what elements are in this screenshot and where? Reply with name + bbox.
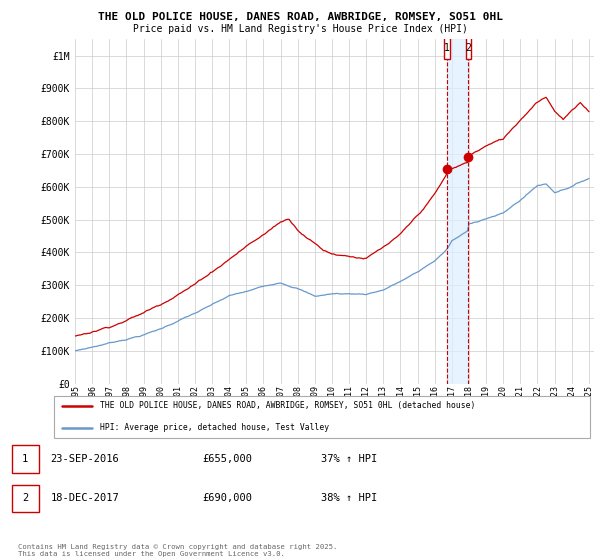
Text: 38% ↑ HPI: 38% ↑ HPI: [321, 493, 377, 503]
Text: £655,000: £655,000: [202, 454, 252, 464]
Text: 1: 1: [22, 454, 28, 464]
FancyBboxPatch shape: [466, 36, 471, 59]
FancyBboxPatch shape: [12, 485, 38, 512]
Text: Price paid vs. HM Land Registry's House Price Index (HPI): Price paid vs. HM Land Registry's House …: [133, 24, 467, 34]
FancyBboxPatch shape: [12, 445, 38, 473]
Text: 2: 2: [22, 493, 28, 503]
Text: 1: 1: [444, 43, 450, 53]
Text: THE OLD POLICE HOUSE, DANES ROAD, AWBRIDGE, ROMSEY, SO51 0HL: THE OLD POLICE HOUSE, DANES ROAD, AWBRID…: [97, 12, 503, 22]
Text: 37% ↑ HPI: 37% ↑ HPI: [321, 454, 377, 464]
Text: HPI: Average price, detached house, Test Valley: HPI: Average price, detached house, Test…: [100, 423, 329, 432]
Text: £690,000: £690,000: [202, 493, 252, 503]
Bar: [447, 39, 468, 384]
Text: 23-SEP-2016: 23-SEP-2016: [50, 454, 119, 464]
FancyBboxPatch shape: [445, 36, 449, 59]
Text: Contains HM Land Registry data © Crown copyright and database right 2025.
This d: Contains HM Land Registry data © Crown c…: [18, 544, 337, 557]
Text: THE OLD POLICE HOUSE, DANES ROAD, AWBRIDGE, ROMSEY, SO51 0HL (detached house): THE OLD POLICE HOUSE, DANES ROAD, AWBRID…: [100, 401, 475, 410]
Text: 2: 2: [466, 43, 471, 53]
FancyBboxPatch shape: [54, 395, 590, 438]
Text: 18-DEC-2017: 18-DEC-2017: [50, 493, 119, 503]
